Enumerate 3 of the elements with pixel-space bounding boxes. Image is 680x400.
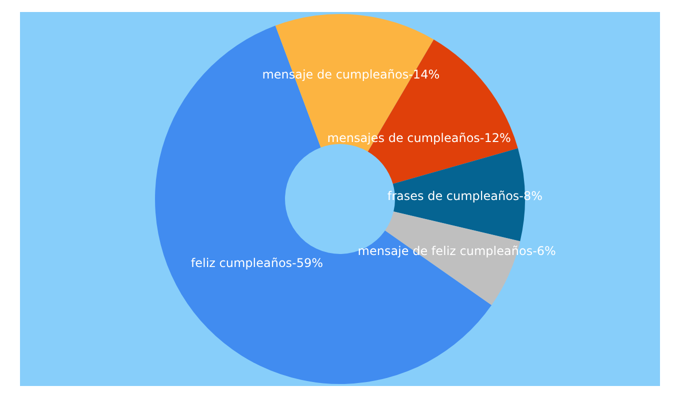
slice-label: frases de cumpleaños-8%: [387, 189, 543, 204]
slice-label: mensaje de feliz cumpleaños-6%: [358, 244, 556, 258]
slice-label: feliz cumpleaños-59%: [190, 256, 324, 270]
